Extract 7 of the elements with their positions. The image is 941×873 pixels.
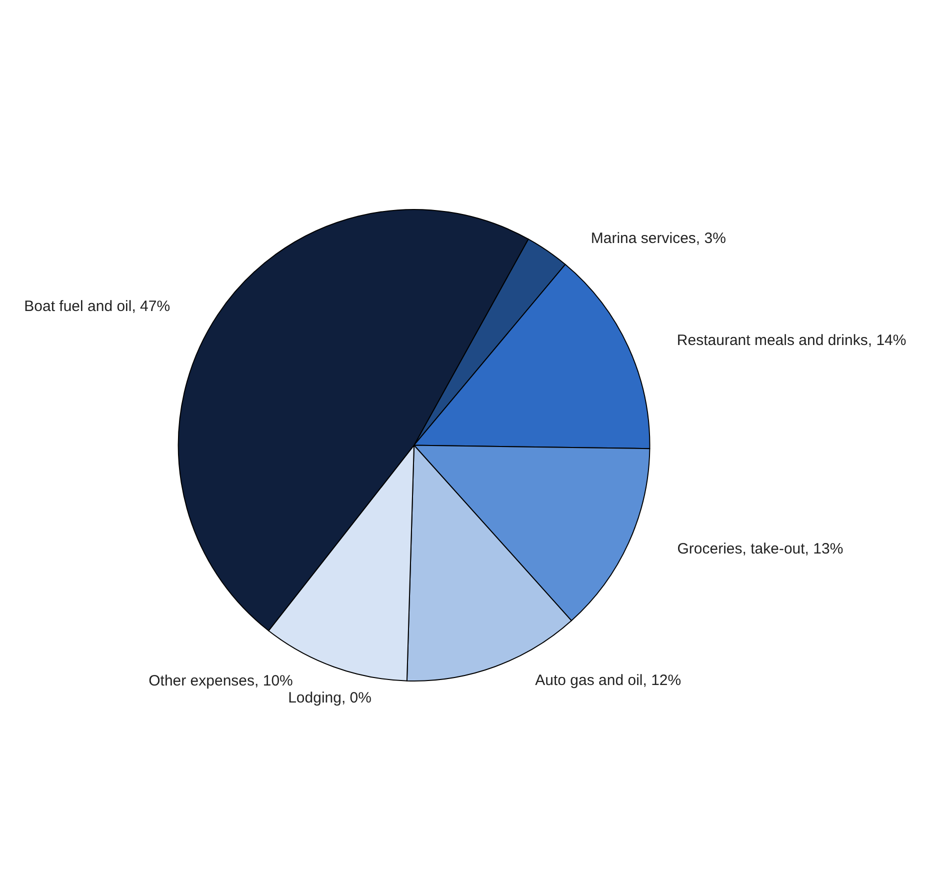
slice-label: Marina services, 3% [590,230,726,247]
slice-label: Groceries, take-out, 13% [677,540,844,558]
slice-label: Other expenses, 10% [148,672,293,690]
slice-label: Auto gas and oil, 12% [535,672,682,690]
slice-label: Restaurant meals and drinks, 14% [676,332,906,350]
slice-label: Boat fuel and oil, 47% [24,298,170,316]
category-label: Lodging, 0% [288,689,372,706]
